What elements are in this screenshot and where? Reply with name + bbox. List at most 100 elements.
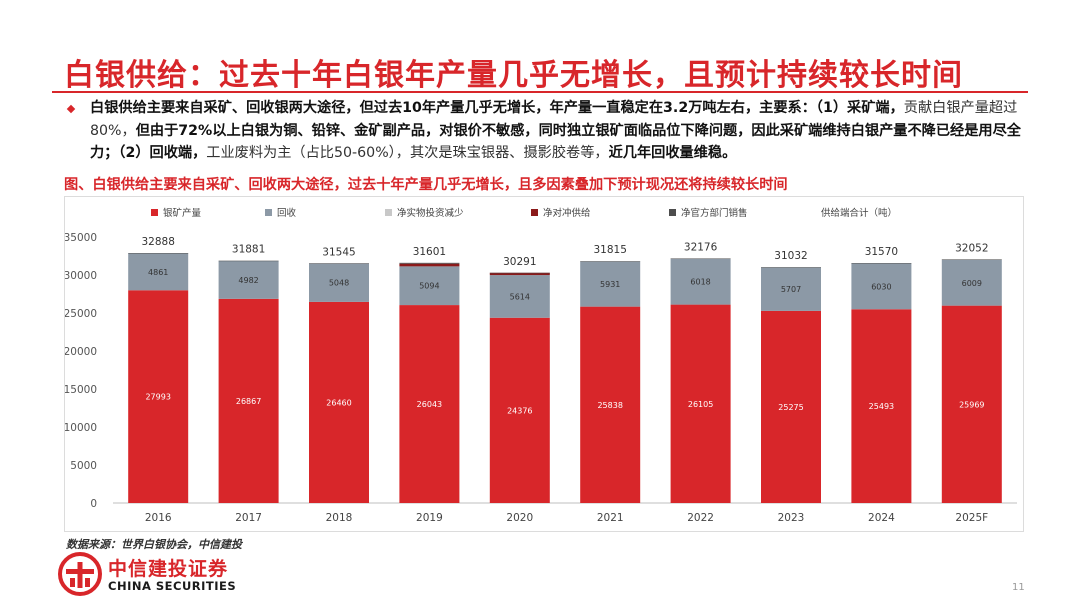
bar-value-label: 4982: [238, 276, 258, 285]
bar-total-label: 31032: [774, 250, 807, 262]
bar-segment: [489, 317, 550, 503]
chart-frame: 银矿产量 回收 净实物投资减少 净对冲供给 净官方部门销售 供给端合计（吨） 0 5000 10…: [64, 196, 1024, 532]
bar-segment: [851, 309, 912, 503]
y-tick-label: 30000: [65, 270, 97, 282]
bar-segment: [399, 305, 460, 503]
summary-segment: 贡献白银产量超过80%，: [90, 100, 1018, 139]
bar-segment: [580, 261, 641, 262]
bar-segment: [941, 305, 1002, 503]
legend-swatch: [265, 209, 272, 216]
y-tick-label: 20000: [65, 346, 97, 358]
summary-segment: 近几年回收量维稳。: [608, 145, 737, 161]
legend-swatch: [385, 209, 392, 216]
bar-segment: [309, 263, 369, 302]
bar-segment: [941, 259, 1002, 260]
brand-name-en: CHINA SECURITIES: [108, 579, 237, 593]
bar-value-label: 24376: [507, 406, 532, 415]
source-note: 数据来源：世界白银协会，中信建投: [66, 538, 242, 551]
summary-paragraph: 白银供给主要来自采矿、回收银两大途径，但过去10年产量几乎无增长，年产量一直稳定…: [90, 97, 1040, 165]
brand-name-cn: 中信建投证券: [108, 558, 229, 580]
x-tick-label: 2022: [687, 512, 714, 524]
bar-total-label: 31601: [413, 246, 446, 258]
bar-value-label: 5048: [329, 279, 349, 288]
summary-segment: 白银供给主要来自采矿、回收银两大途径，但过去10年产量几乎无增长，年产量一直稳定…: [90, 100, 904, 116]
page-number: 11: [1012, 582, 1025, 593]
bar-total-label: 31545: [322, 246, 355, 258]
x-tick-label: 2016: [145, 512, 172, 524]
bar-value-label: 26105: [688, 400, 713, 409]
bar-total-label: 32052: [955, 242, 988, 254]
bar-segment: [580, 261, 641, 307]
bar-value-label: 27993: [145, 393, 170, 402]
summary-segment: 但由于72%以上白银为铜、铅锌、金矿副产品，对银价不敏感，同时独立银矿面临品位下…: [90, 122, 1021, 162]
y-tick-label: 15000: [65, 384, 97, 396]
bar-segment: [670, 304, 731, 503]
y-tick-label: 35000: [65, 232, 97, 244]
title-underline: [52, 91, 1028, 93]
bar-value-label: 5614: [510, 292, 530, 301]
bar-segment: [489, 272, 550, 274]
x-tick-label: 2023: [778, 512, 805, 524]
bar-segment: [218, 260, 279, 299]
y-tick-label: 10000: [65, 422, 97, 434]
bar-segment: [218, 298, 279, 503]
bar-total-label: 31815: [593, 244, 626, 256]
legend-label: 回收: [277, 207, 297, 219]
bar-segment: [761, 267, 821, 268]
bar-value-label: 4861: [148, 268, 168, 277]
legend-label: 银矿产量: [163, 207, 202, 219]
bar-value-label: 26867: [236, 397, 261, 406]
bar-value-label: 6018: [690, 278, 710, 287]
summary-segment: 工业废料为主（占比50-60%），其次是珠宝银器、摄影胶卷等，: [206, 145, 609, 161]
legend-swatch: [151, 209, 158, 216]
bar-segment: [399, 262, 460, 264]
bar-value-label: 5707: [781, 285, 801, 294]
bar-segment: [580, 306, 641, 503]
bar-segment: [670, 258, 731, 259]
legend-label: 净官方部门销售: [681, 207, 748, 219]
bar-value-label: 6009: [962, 279, 982, 288]
x-tick-label: 2018: [326, 512, 353, 524]
bar-segment: [489, 275, 550, 318]
bar-segment: [489, 272, 550, 276]
bar-value-label: 26043: [417, 400, 442, 409]
page-title: 白银供给：过去十年白银年产量几乎无增长，且预计持续较长时间: [64, 58, 963, 93]
legend-label-total: 供给端合计（吨）: [821, 207, 897, 219]
x-tick-label: 2021: [597, 512, 624, 524]
bar-segment: [761, 267, 821, 311]
bar-segment: [309, 301, 369, 503]
bar-value-label: 5094: [419, 282, 439, 291]
bar-total-label: 31881: [232, 244, 265, 256]
y-tick-label: 5000: [70, 460, 97, 472]
bar-segment: [399, 263, 460, 267]
y-tick-label: 25000: [65, 308, 97, 320]
bar-value-label: 26460: [326, 398, 351, 407]
citic-logo-icon: [58, 552, 102, 596]
x-tick-label: 2019: [416, 512, 443, 524]
bar-value-label: 25493: [869, 402, 894, 411]
bar-segment: [128, 290, 189, 503]
legend-swatch: [669, 209, 676, 216]
bar-total-label: 32888: [141, 236, 174, 248]
x-tick-label: 2020: [506, 512, 533, 524]
bar-value-label: 5931: [600, 280, 620, 289]
bullet-diamond-icon: [66, 104, 76, 114]
bar-value-label: 6030: [871, 282, 891, 291]
bar-segment: [309, 263, 369, 264]
figure-caption: 图、白银供给主要来自采矿、回收两大途径，过去十年产量几乎无增长，且多因素叠加下预…: [64, 177, 788, 193]
bar-segment: [218, 260, 279, 262]
bar-segment: [851, 263, 912, 264]
bar-value-label: 25275: [778, 403, 803, 412]
y-tick-label: 0: [90, 498, 97, 510]
bar-total-label: 30291: [503, 256, 536, 268]
bar-segment: [128, 253, 189, 254]
bar-segment: [399, 266, 460, 306]
bar-segment: [941, 259, 1002, 306]
bar-total-label: 32176: [684, 241, 718, 253]
bar-total-label: 31570: [865, 246, 898, 258]
legend-label: 净对冲供给: [543, 207, 591, 219]
bar-value-label: 25838: [597, 401, 622, 410]
legend-swatch: [531, 209, 538, 216]
bar-value-label: 25969: [959, 400, 984, 409]
x-tick-label: 2024: [868, 512, 895, 524]
